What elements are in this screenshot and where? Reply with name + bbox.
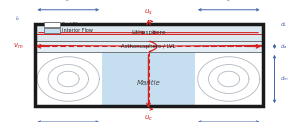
Bar — [44, 28, 60, 33]
Bar — [102, 24, 195, 106]
Text: Lithosphere: Lithosphere — [131, 30, 166, 35]
Text: Asthenosphere / LVL: Asthenosphere / LVL — [121, 44, 176, 49]
Bar — [34, 24, 262, 41]
Text: $u_c$: $u_c$ — [144, 114, 153, 122]
Bar — [34, 41, 262, 52]
Text: $d_a$: $d_a$ — [280, 42, 288, 51]
Bar — [44, 22, 60, 27]
Text: Interior Flow: Interior Flow — [62, 28, 93, 33]
Text: $d_L$: $d_L$ — [280, 20, 288, 29]
Bar — [34, 24, 262, 106]
Text: $d_m$: $d_m$ — [280, 75, 289, 83]
Text: $l_e$: $l_e$ — [15, 14, 21, 23]
Text: $l_e$: $l_e$ — [226, 0, 232, 4]
Text: $u_s$: $u_s$ — [144, 8, 153, 17]
Text: $v_m$: $v_m$ — [13, 42, 23, 51]
Text: Mantle: Mantle — [136, 80, 160, 86]
Text: $l_e$: $l_e$ — [65, 0, 71, 4]
Text: End Flow: End Flow — [62, 22, 84, 27]
